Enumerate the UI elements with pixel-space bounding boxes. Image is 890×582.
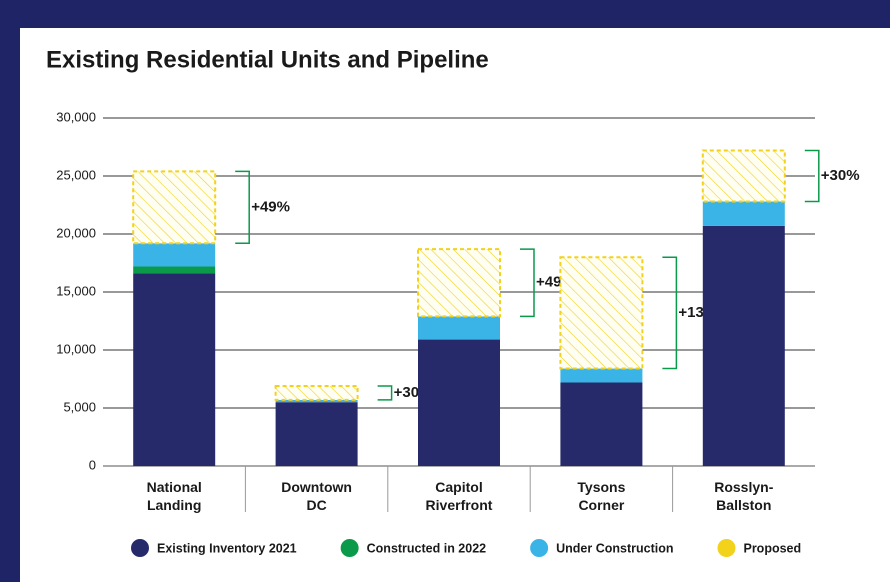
legend-marker bbox=[340, 539, 359, 557]
y-tick-label: 5,000 bbox=[63, 399, 96, 414]
bar-segment bbox=[702, 201, 785, 226]
chart-title: Existing Residential Units and Pipeline bbox=[46, 46, 489, 73]
y-tick-label: 30,000 bbox=[56, 109, 96, 124]
bar-segment-proposed bbox=[274, 384, 359, 401]
x-tick-label: National Landing bbox=[147, 479, 202, 513]
x-tick-label-line: DC bbox=[306, 497, 326, 513]
y-tick-label: 10,000 bbox=[56, 341, 96, 356]
x-tick-label: Tysons Corner bbox=[577, 479, 625, 513]
x-tick-label-line: Ballston bbox=[716, 497, 771, 513]
bar-segment bbox=[275, 399, 358, 403]
legend-label: Proposed bbox=[743, 541, 801, 555]
bar-segment bbox=[133, 266, 216, 274]
legend-marker bbox=[530, 539, 549, 557]
y-tick-label: 0 bbox=[89, 457, 96, 472]
x-tick-label-line: Rosslyn- bbox=[714, 479, 773, 495]
bracket bbox=[804, 149, 820, 203]
annotation: +30% bbox=[821, 167, 860, 184]
bar-segment-proposed bbox=[559, 256, 644, 370]
legend-label: Constructed in 2022 bbox=[367, 541, 487, 555]
y-tick-label: 20,000 bbox=[56, 225, 96, 240]
legend-marker bbox=[131, 539, 149, 557]
y-tick-label: 15,000 bbox=[56, 283, 96, 298]
x-tick-label-line: National bbox=[147, 479, 202, 495]
x-tick-label-line: Riverfront bbox=[426, 497, 493, 513]
bar-segment bbox=[133, 273, 216, 466]
bar-segment bbox=[418, 316, 500, 340]
annotation: +49% bbox=[251, 198, 290, 215]
bracket bbox=[662, 256, 678, 370]
bracket bbox=[520, 248, 535, 318]
x-tick-label-line: Landing bbox=[147, 497, 201, 513]
x-tick-label-line: Downtown bbox=[281, 479, 352, 495]
bar-segment bbox=[275, 402, 358, 466]
bar-segment-proposed bbox=[417, 248, 501, 318]
bar-segment-proposed bbox=[132, 170, 217, 245]
bracket bbox=[377, 385, 393, 401]
x-tick-label: Capitol Riverfront bbox=[426, 479, 493, 513]
x-tick-label-line: Capitol bbox=[435, 479, 482, 495]
y-tick-label: 25,000 bbox=[56, 167, 96, 182]
bracket bbox=[235, 170, 250, 245]
legend-label: Existing Inventory 2021 bbox=[157, 541, 297, 555]
bar-segment bbox=[418, 339, 500, 466]
bar-segment bbox=[133, 243, 216, 267]
x-tick-label-line: Corner bbox=[578, 497, 624, 513]
legend-marker bbox=[717, 539, 736, 557]
x-tick-label: Rosslyn- Ballston bbox=[714, 479, 773, 513]
bar-segment-proposed bbox=[701, 149, 786, 203]
x-tick-label: Downtown DC bbox=[281, 479, 352, 513]
bar-segment bbox=[560, 382, 643, 466]
bar-segment bbox=[560, 368, 643, 383]
legend-label: Under Construction bbox=[556, 541, 673, 555]
x-tick-label-line: Tysons bbox=[577, 479, 625, 495]
bar-segment bbox=[702, 225, 785, 466]
